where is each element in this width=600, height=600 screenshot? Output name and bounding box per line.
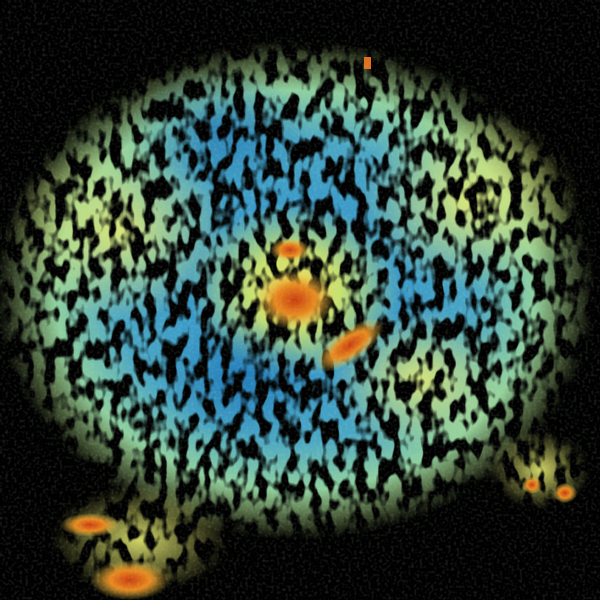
page: (() => { const data = JSON.parse(documen… [0, 0, 600, 600]
noise-texture [0, 0, 600, 600]
radar-view [0, 0, 600, 600]
